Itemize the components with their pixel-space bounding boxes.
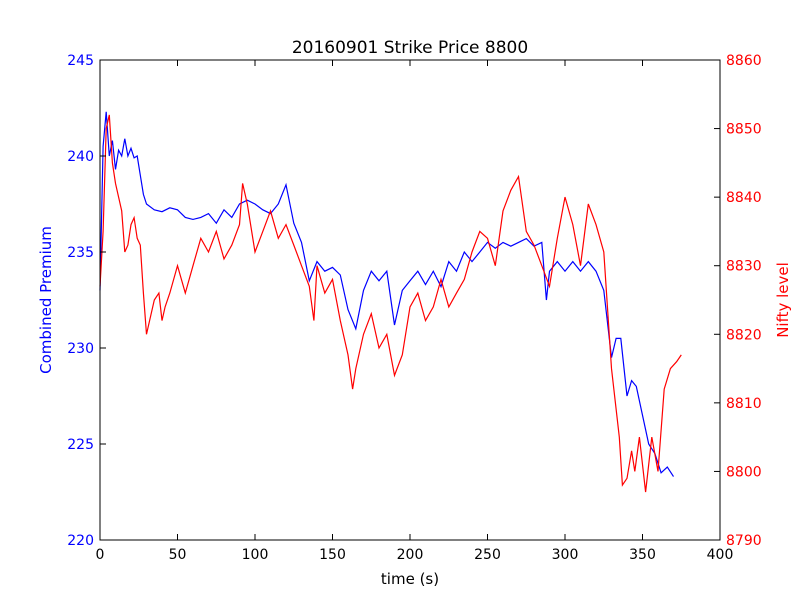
left-axis-label: Combined Premium bbox=[37, 226, 55, 374]
x-tick-label: 150 bbox=[319, 547, 346, 563]
x-tick-label: 50 bbox=[169, 547, 187, 563]
x-axis-ticks: 0 50 100 150 200 250 300 350 400 bbox=[96, 60, 734, 563]
x-tick-label: 250 bbox=[474, 547, 501, 563]
right-tick-label: 8810 bbox=[726, 396, 762, 412]
chart-title: 20160901 Strike Price 8800 bbox=[292, 38, 528, 58]
left-tick-label: 240 bbox=[67, 149, 94, 165]
right-tick-label: 8850 bbox=[726, 122, 762, 138]
left-tick-label: 225 bbox=[67, 437, 94, 453]
right-tick-label: 8840 bbox=[726, 190, 762, 206]
left-tick-label: 230 bbox=[67, 341, 94, 357]
x-axis-label: time (s) bbox=[381, 570, 439, 588]
plot-series bbox=[99, 111, 682, 493]
left-tick-label: 245 bbox=[67, 53, 94, 69]
left-tick-label: 235 bbox=[67, 245, 94, 261]
right-tick-label: 8860 bbox=[726, 53, 762, 69]
combined-premium-line bbox=[99, 111, 675, 477]
x-tick-label: 0 bbox=[96, 547, 105, 563]
right-tick-label: 8790 bbox=[726, 533, 762, 549]
right-axis-ticks: 8790 8800 8810 8820 8830 8840 8850 8860 bbox=[714, 53, 762, 549]
right-axis-label: Nifty level bbox=[774, 262, 792, 338]
left-axis-ticks: 220 225 230 235 240 245 bbox=[67, 53, 106, 549]
right-tick-label: 8830 bbox=[726, 259, 762, 275]
nifty-level-line bbox=[99, 114, 682, 493]
right-tick-label: 8800 bbox=[726, 464, 762, 480]
x-tick-label: 300 bbox=[552, 547, 579, 563]
right-tick-label: 8820 bbox=[726, 327, 762, 343]
x-tick-label: 100 bbox=[242, 547, 269, 563]
x-tick-label: 350 bbox=[629, 547, 656, 563]
left-tick-label: 220 bbox=[67, 533, 94, 549]
x-tick-label: 200 bbox=[397, 547, 424, 563]
x-tick-label: 400 bbox=[707, 547, 734, 563]
